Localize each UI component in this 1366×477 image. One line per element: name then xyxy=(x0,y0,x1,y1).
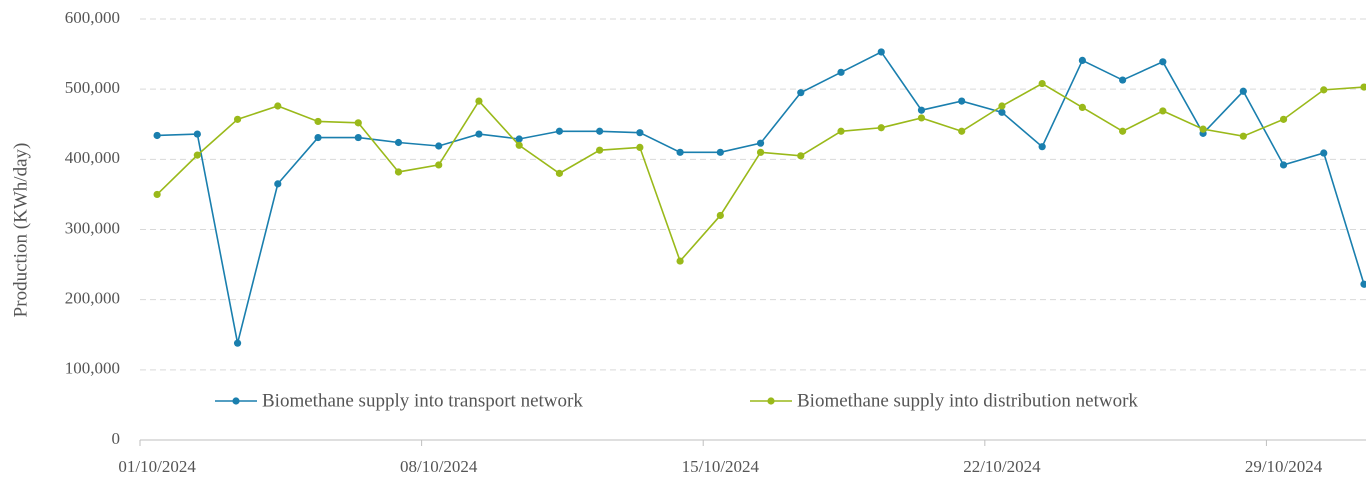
y-tick-label: 400,000 xyxy=(65,148,120,167)
data-point xyxy=(1279,161,1288,169)
data-point xyxy=(636,129,644,137)
data-point xyxy=(193,151,201,159)
data-point xyxy=(1320,149,1328,157)
data-point xyxy=(1119,76,1127,84)
y-tick-label: 300,000 xyxy=(65,218,120,237)
data-point xyxy=(877,124,885,132)
data-point xyxy=(797,89,805,97)
y-tick-label: 600,000 xyxy=(65,8,120,27)
data-point xyxy=(998,108,1006,116)
data-point xyxy=(716,211,724,220)
x-tick-label: 08/10/2024 xyxy=(400,457,478,476)
data-point xyxy=(716,148,724,156)
legend-label: Biomethane supply into distribution netw… xyxy=(797,390,1138,411)
data-point xyxy=(475,130,483,138)
data-point xyxy=(1038,79,1046,88)
data-point xyxy=(1360,83,1366,91)
data-point xyxy=(354,133,362,142)
data-point xyxy=(475,97,483,105)
data-point xyxy=(435,142,443,150)
y-tick-label: 0 xyxy=(112,429,121,448)
data-point xyxy=(636,143,644,152)
data-point xyxy=(877,48,885,56)
data-point xyxy=(676,257,684,265)
data-point xyxy=(314,117,322,126)
data-point xyxy=(233,115,242,123)
data-point xyxy=(1239,132,1247,140)
data-point xyxy=(958,97,966,105)
x-tick-label: 29/10/2024 xyxy=(1245,457,1323,476)
data-point xyxy=(1199,125,1207,133)
data-point xyxy=(1360,280,1366,288)
y-tick-label: 200,000 xyxy=(65,289,120,308)
data-point xyxy=(756,148,765,156)
data-point xyxy=(1078,103,1086,112)
data-point xyxy=(917,114,926,122)
data-point xyxy=(837,127,845,135)
x-tick-label: 01/10/2024 xyxy=(118,457,196,476)
data-point xyxy=(1159,58,1167,66)
data-point xyxy=(797,152,805,160)
x-tick-label: 15/10/2024 xyxy=(682,457,760,476)
data-point xyxy=(1038,143,1046,151)
data-point xyxy=(193,130,201,138)
data-point xyxy=(1279,115,1288,123)
data-point xyxy=(314,133,322,142)
y-tick-label: 500,000 xyxy=(65,78,120,97)
x-tick-label: 22/10/2024 xyxy=(963,457,1041,476)
data-point xyxy=(233,339,242,347)
data-point xyxy=(958,127,966,135)
data-point xyxy=(274,180,282,188)
data-point xyxy=(596,127,604,135)
data-point xyxy=(917,106,926,114)
data-point xyxy=(515,135,523,143)
data-point xyxy=(153,131,161,140)
data-point xyxy=(394,138,403,147)
data-point xyxy=(1320,86,1328,94)
legend-label: Biomethane supply into transport network xyxy=(262,390,583,411)
data-point xyxy=(555,127,564,135)
y-tick-label: 100,000 xyxy=(65,359,120,378)
y-axis-label: Production (KWh/day) xyxy=(10,143,31,318)
data-point xyxy=(435,161,443,169)
data-point xyxy=(1159,107,1167,115)
data-point xyxy=(837,68,845,76)
data-point xyxy=(274,102,282,110)
data-point xyxy=(555,169,564,177)
data-point xyxy=(676,148,684,156)
data-point xyxy=(1119,127,1127,135)
data-point xyxy=(756,139,765,147)
data-point xyxy=(153,190,161,199)
data-point xyxy=(998,102,1006,110)
legend-swatch-dot xyxy=(232,397,240,405)
series-line xyxy=(156,82,1365,263)
legend-swatch-dot xyxy=(767,397,775,405)
data-point xyxy=(1239,87,1247,95)
data-point xyxy=(394,168,403,176)
data-point xyxy=(596,146,604,154)
data-point xyxy=(515,141,523,149)
data-point xyxy=(1078,56,1086,64)
data-point xyxy=(354,119,362,127)
